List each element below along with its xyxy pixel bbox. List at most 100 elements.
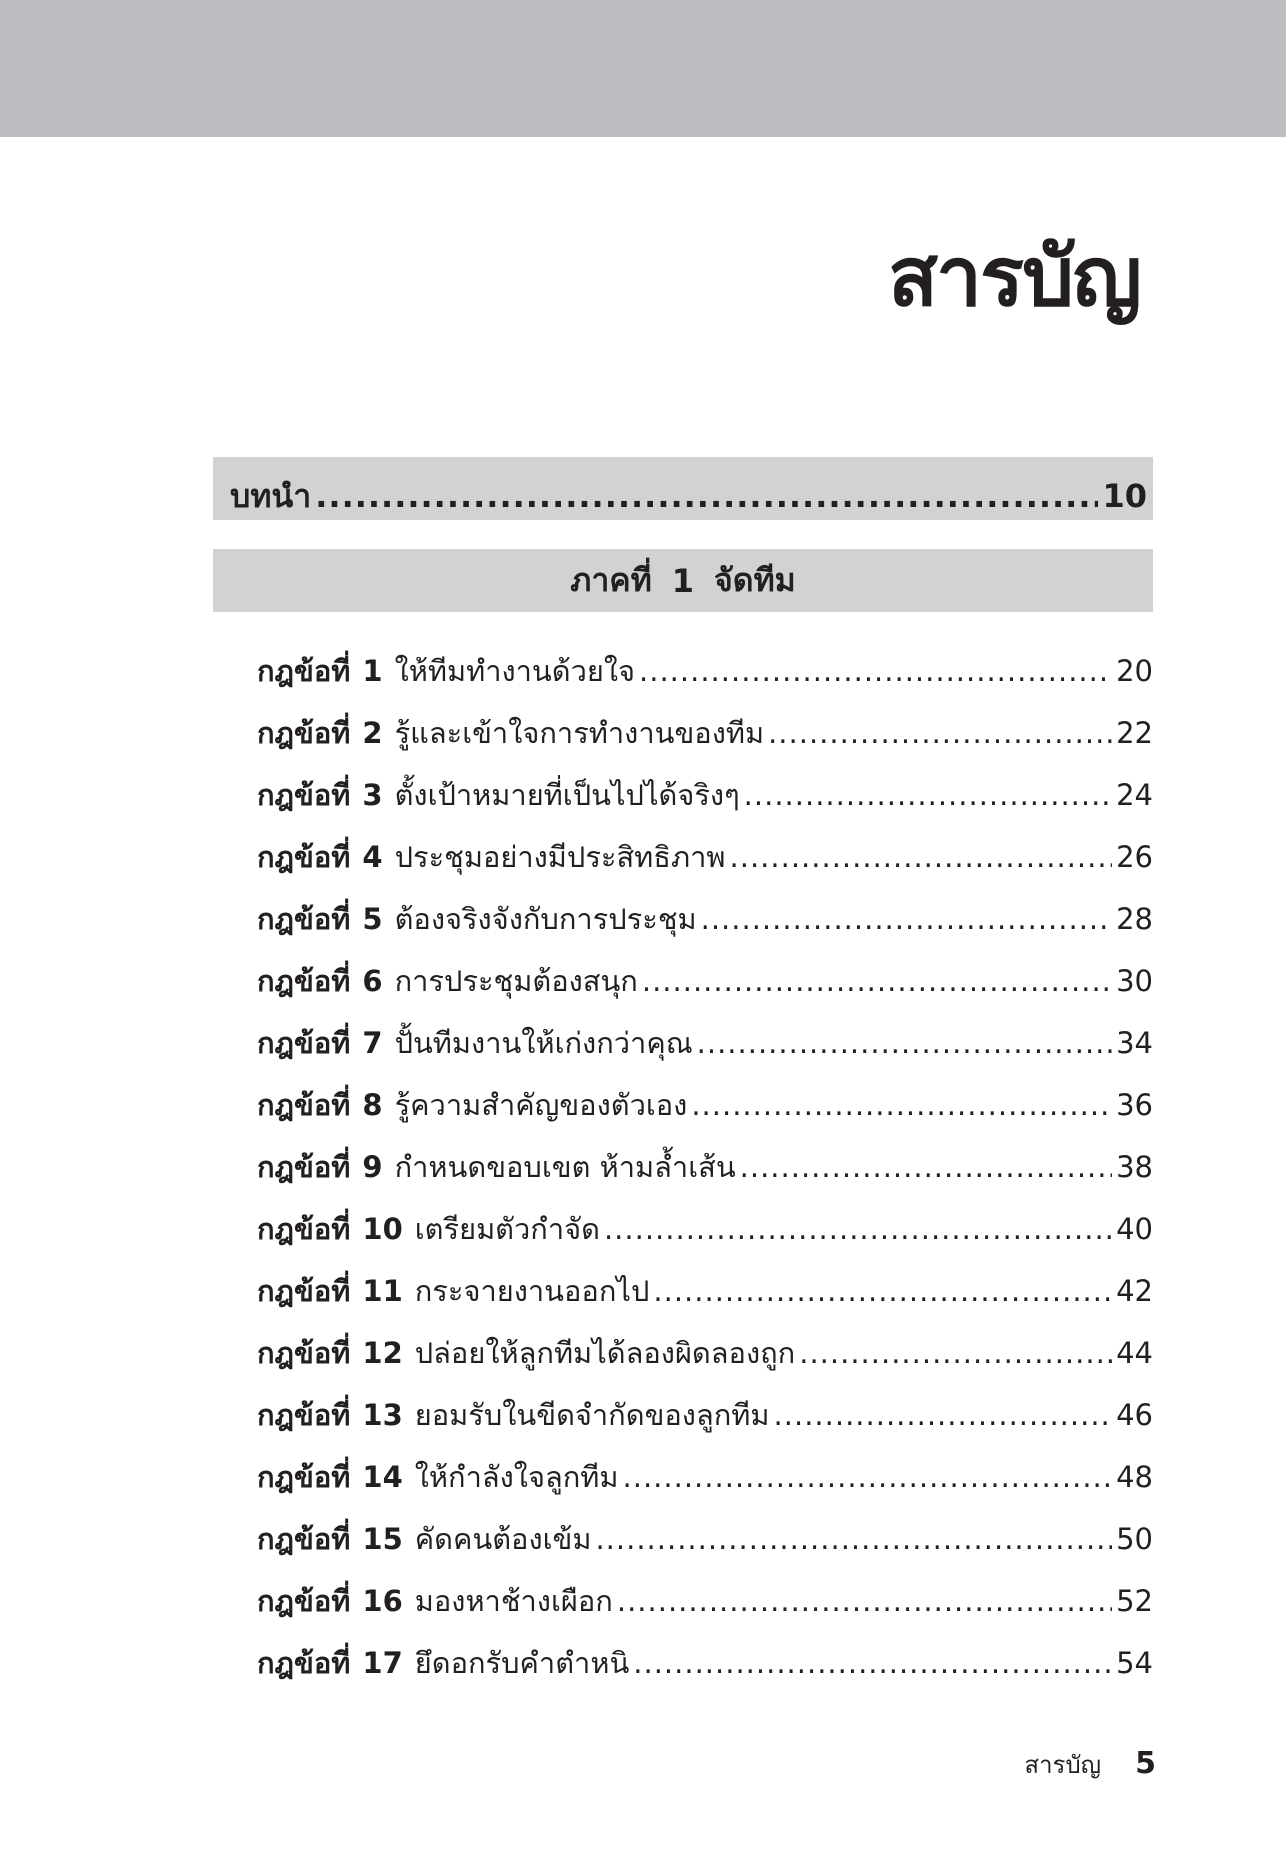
toc-entry[interactable]: กฎข้อที่ 15 คัดคนต้องเข้ม 50 [257,1516,1153,1578]
toc-entry[interactable]: กฎข้อที่ 5 ต้องจริงจังกับการประชุม 28 [257,896,1153,958]
rule-number: 13 [362,1398,403,1432]
rule-number: 3 [362,778,383,812]
toc-entry[interactable]: กฎข้อที่ 9 กำหนดขอบเขต ห้ามล้ำเส้น 38 [257,1144,1153,1206]
page-title: สารบัญ [887,230,1142,325]
toc-entry[interactable]: กฎข้อที่ 13 ยอมรับในขีดจำกัดของลูกทีม 46 [257,1392,1153,1454]
rule-label: กฎข้อที่ [257,1398,351,1432]
entry-title: ต้องจริงจังกับการประชุม [394,902,697,936]
rule-label: กฎข้อที่ [257,1026,351,1060]
footer-title: สารบัญ [1024,1751,1102,1779]
header-band [0,0,1286,137]
toc-entry[interactable]: กฎข้อที่ 1 ให้ทีมทำงานด้วยใจ 20 [257,648,1153,710]
entry-title: ให้กำลังใจลูกทีม [414,1460,619,1494]
entry-page: 40 [1116,1212,1153,1246]
rule-label: กฎข้อที่ [257,840,351,874]
toc-list: กฎข้อที่ 1 ให้ทีมทำงานด้วยใจ 20 กฎข้อที่ 2 รู้… [257,648,1153,1702]
entry-page: 28 [1116,902,1153,936]
entry-title: กำหนดขอบเขต ห้ามล้ำเส้น [394,1150,736,1184]
rule-number: 6 [362,964,383,998]
leader-dots [691,1088,1112,1122]
entry-title: ปล่อยให้ลูกทีมได้ลองผิดลองถูก [414,1336,796,1370]
rule-label: กฎข้อที่ [257,1336,351,1370]
entry-page: 36 [1116,1088,1153,1122]
section-name: จัดทีม [714,561,796,599]
toc-entry[interactable]: กฎข้อที่ 14 ให้กำลังใจลูกทีม 48 [257,1454,1153,1516]
rule-label: กฎข้อที่ [257,654,351,688]
rule-label: กฎข้อที่ [257,778,351,812]
entry-title: รู้ความสำคัญของตัวเอง [394,1088,688,1122]
toc-entry[interactable]: กฎข้อที่ 16 มองหาช้างเผือก 52 [257,1578,1153,1640]
toc-entry[interactable]: กฎข้อที่ 2 รู้และเข้าใจการทำงานของทีม 22 [257,710,1153,772]
rule-label: กฎข้อที่ [257,1088,351,1122]
leader-dots [642,964,1112,998]
intro-label: บทนำ [230,477,312,515]
entry-page: 52 [1116,1584,1153,1618]
leader-dots [595,1522,1112,1556]
entry-page: 24 [1116,778,1153,812]
entry-page: 22 [1116,716,1153,750]
toc-entry[interactable]: กฎข้อที่ 12 ปล่อยให้ลูกทีมได้ลองผิดลองถูก 4… [257,1330,1153,1392]
page-number: 5 [1135,1746,1156,1781]
leader-dots [774,1398,1113,1432]
leader-dots [730,840,1113,874]
toc-entry[interactable]: กฎข้อที่ 6 การประชุมต้องสนุก 30 [257,958,1153,1020]
rule-label: กฎข้อที่ [257,1522,351,1556]
rule-number: 17 [362,1646,403,1680]
leader-dots [604,1212,1112,1246]
intro-page: 10 [1102,477,1147,515]
leader-dots [768,716,1112,750]
leader-dots [697,1026,1112,1060]
entry-page: 20 [1116,654,1153,688]
section-number: 1 [671,561,695,600]
leader-dots [623,1460,1113,1494]
rule-number: 1 [362,654,383,688]
toc-entry[interactable]: กฎข้อที่ 17 ยึดอกรับคำตำหนิ 54 [257,1640,1153,1702]
entry-title: ให้ทีมทำงานด้วยใจ [394,654,636,688]
leader-dots [744,778,1112,812]
entry-title: กระจายงานออกไป [414,1274,650,1308]
page-footer: สารบัญ 5 [1024,1745,1156,1784]
entry-title: ประชุมอย่างมีประสิทธิภาพ [394,840,726,874]
entry-title: ยึดอกรับคำตำหนิ [414,1646,630,1680]
rule-label: กฎข้อที่ [257,964,351,998]
leader-dots [653,1274,1112,1308]
rule-number: 4 [362,840,383,874]
entry-title: เตรียมตัวกำจัด [414,1212,600,1246]
rule-label: กฎข้อที่ [257,1646,351,1680]
toc-entry[interactable]: กฎข้อที่ 8 รู้ความสำคัญของตัวเอง 36 [257,1082,1153,1144]
rule-number: 8 [362,1088,383,1122]
toc-entry[interactable]: กฎข้อที่ 11 กระจายงานออกไป 42 [257,1268,1153,1330]
toc-entry[interactable]: กฎข้อที่ 10 เตรียมตัวกำจัด 40 [257,1206,1153,1268]
toc-entry[interactable]: กฎข้อที่ 4 ประชุมอย่างมีประสิทธิภาพ 26 [257,834,1153,896]
leader-dots [701,902,1112,936]
entry-title: คัดคนต้องเข้ม [414,1522,592,1556]
entry-page: 48 [1116,1460,1153,1494]
entry-page: 46 [1116,1398,1153,1432]
rule-number: 7 [362,1026,383,1060]
section-label: ภาคที่ [570,561,652,599]
rule-number: 9 [362,1150,383,1184]
leader-dots [633,1646,1112,1680]
section-header: ภาคที่ 1 จัดทีม [213,549,1153,612]
rule-number: 2 [362,716,383,750]
leader-dots [639,654,1112,688]
leader-dots [740,1150,1112,1184]
entry-page: 42 [1116,1274,1153,1308]
rule-number: 10 [362,1212,403,1246]
intro-entry[interactable]: บทนำ 10 [213,457,1153,520]
rule-label: กฎข้อที่ [257,1274,351,1308]
rule-number: 5 [362,902,383,936]
entry-title: การประชุมต้องสนุก [394,964,638,998]
leader-dots [315,477,1098,515]
rule-number: 12 [362,1336,403,1370]
rule-label: กฎข้อที่ [257,1212,351,1246]
entry-page: 30 [1116,964,1153,998]
entry-page: 44 [1116,1336,1153,1370]
entry-page: 38 [1116,1150,1153,1184]
entry-title: รู้และเข้าใจการทำงานของทีม [394,716,765,750]
toc-entry[interactable]: กฎข้อที่ 3 ตั้งเป้าหมายที่เป็นไปได้จริงๆ 24 [257,772,1153,834]
rule-label: กฎข้อที่ [257,1150,351,1184]
toc-entry[interactable]: กฎข้อที่ 7 ปั้นทีมงานให้เก่งกว่าคุณ 34 [257,1020,1153,1082]
rule-label: กฎข้อที่ [257,716,351,750]
entry-page: 26 [1116,840,1153,874]
